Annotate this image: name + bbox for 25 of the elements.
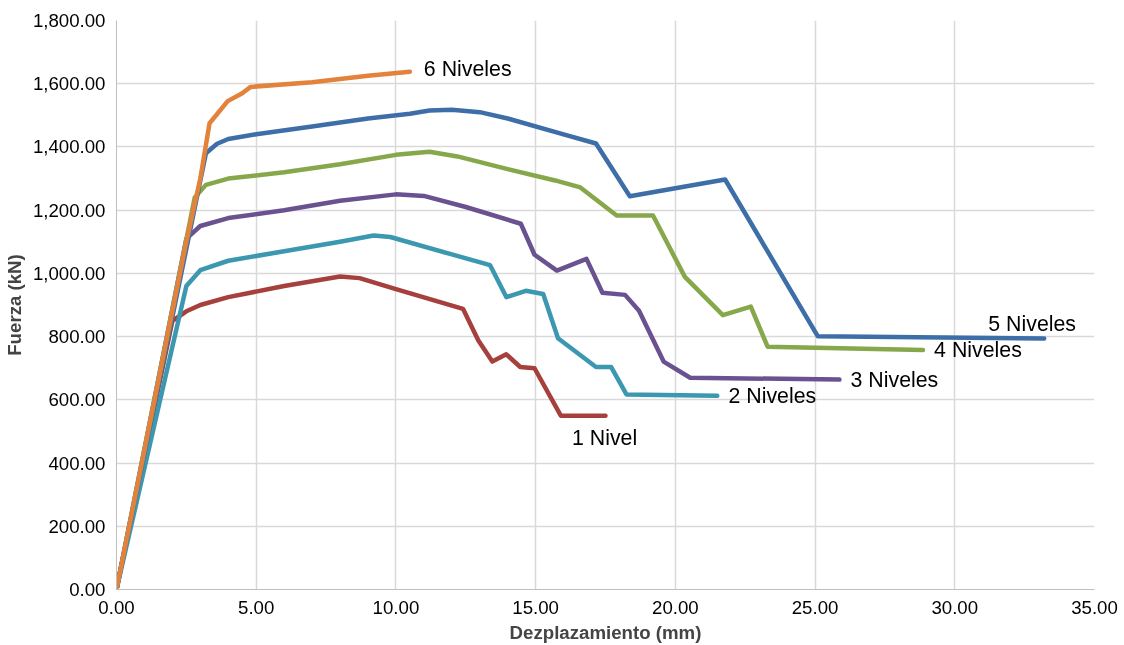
series-label: 4 Niveles	[934, 337, 1022, 362]
y-tick-label: 1,600.00	[32, 73, 106, 95]
y-tick-label: 1,000.00	[32, 262, 106, 284]
x-tick-label: 10.00	[372, 596, 420, 618]
series-label: 6 Niveles	[423, 56, 512, 81]
y-tick-label: 1,200.00	[32, 199, 106, 221]
x-tick-label: 20.00	[652, 596, 699, 618]
y-tick-label: 1,400.00	[32, 136, 106, 158]
x-tick-label: 5.00	[238, 596, 275, 618]
x-tick-label: 30.00	[931, 596, 979, 618]
line-series	[116, 69, 413, 590]
y-tick-label: 400.00	[48, 452, 106, 474]
x-axis-title: Dezplazamiento (mm)	[509, 621, 702, 643]
x-tick-label: 15.00	[512, 596, 559, 618]
y-axis-title: Fuerza (kN)	[3, 254, 25, 356]
y-tick-label: 800.00	[48, 326, 106, 348]
series-label: 2 Niveles	[728, 383, 817, 408]
x-tick-label: 25.00	[791, 596, 839, 618]
y-tick-label: 600.00	[48, 389, 106, 411]
series-label: 1 Nivel	[571, 425, 638, 450]
x-tick-label: 35.00	[1071, 596, 1118, 618]
y-tick-label: 200.00	[48, 515, 106, 537]
series-label: 3 Niveles	[850, 367, 939, 392]
series-label: 5 Niveles	[988, 312, 1077, 337]
y-tick-label: 1,800.00	[32, 10, 106, 31]
